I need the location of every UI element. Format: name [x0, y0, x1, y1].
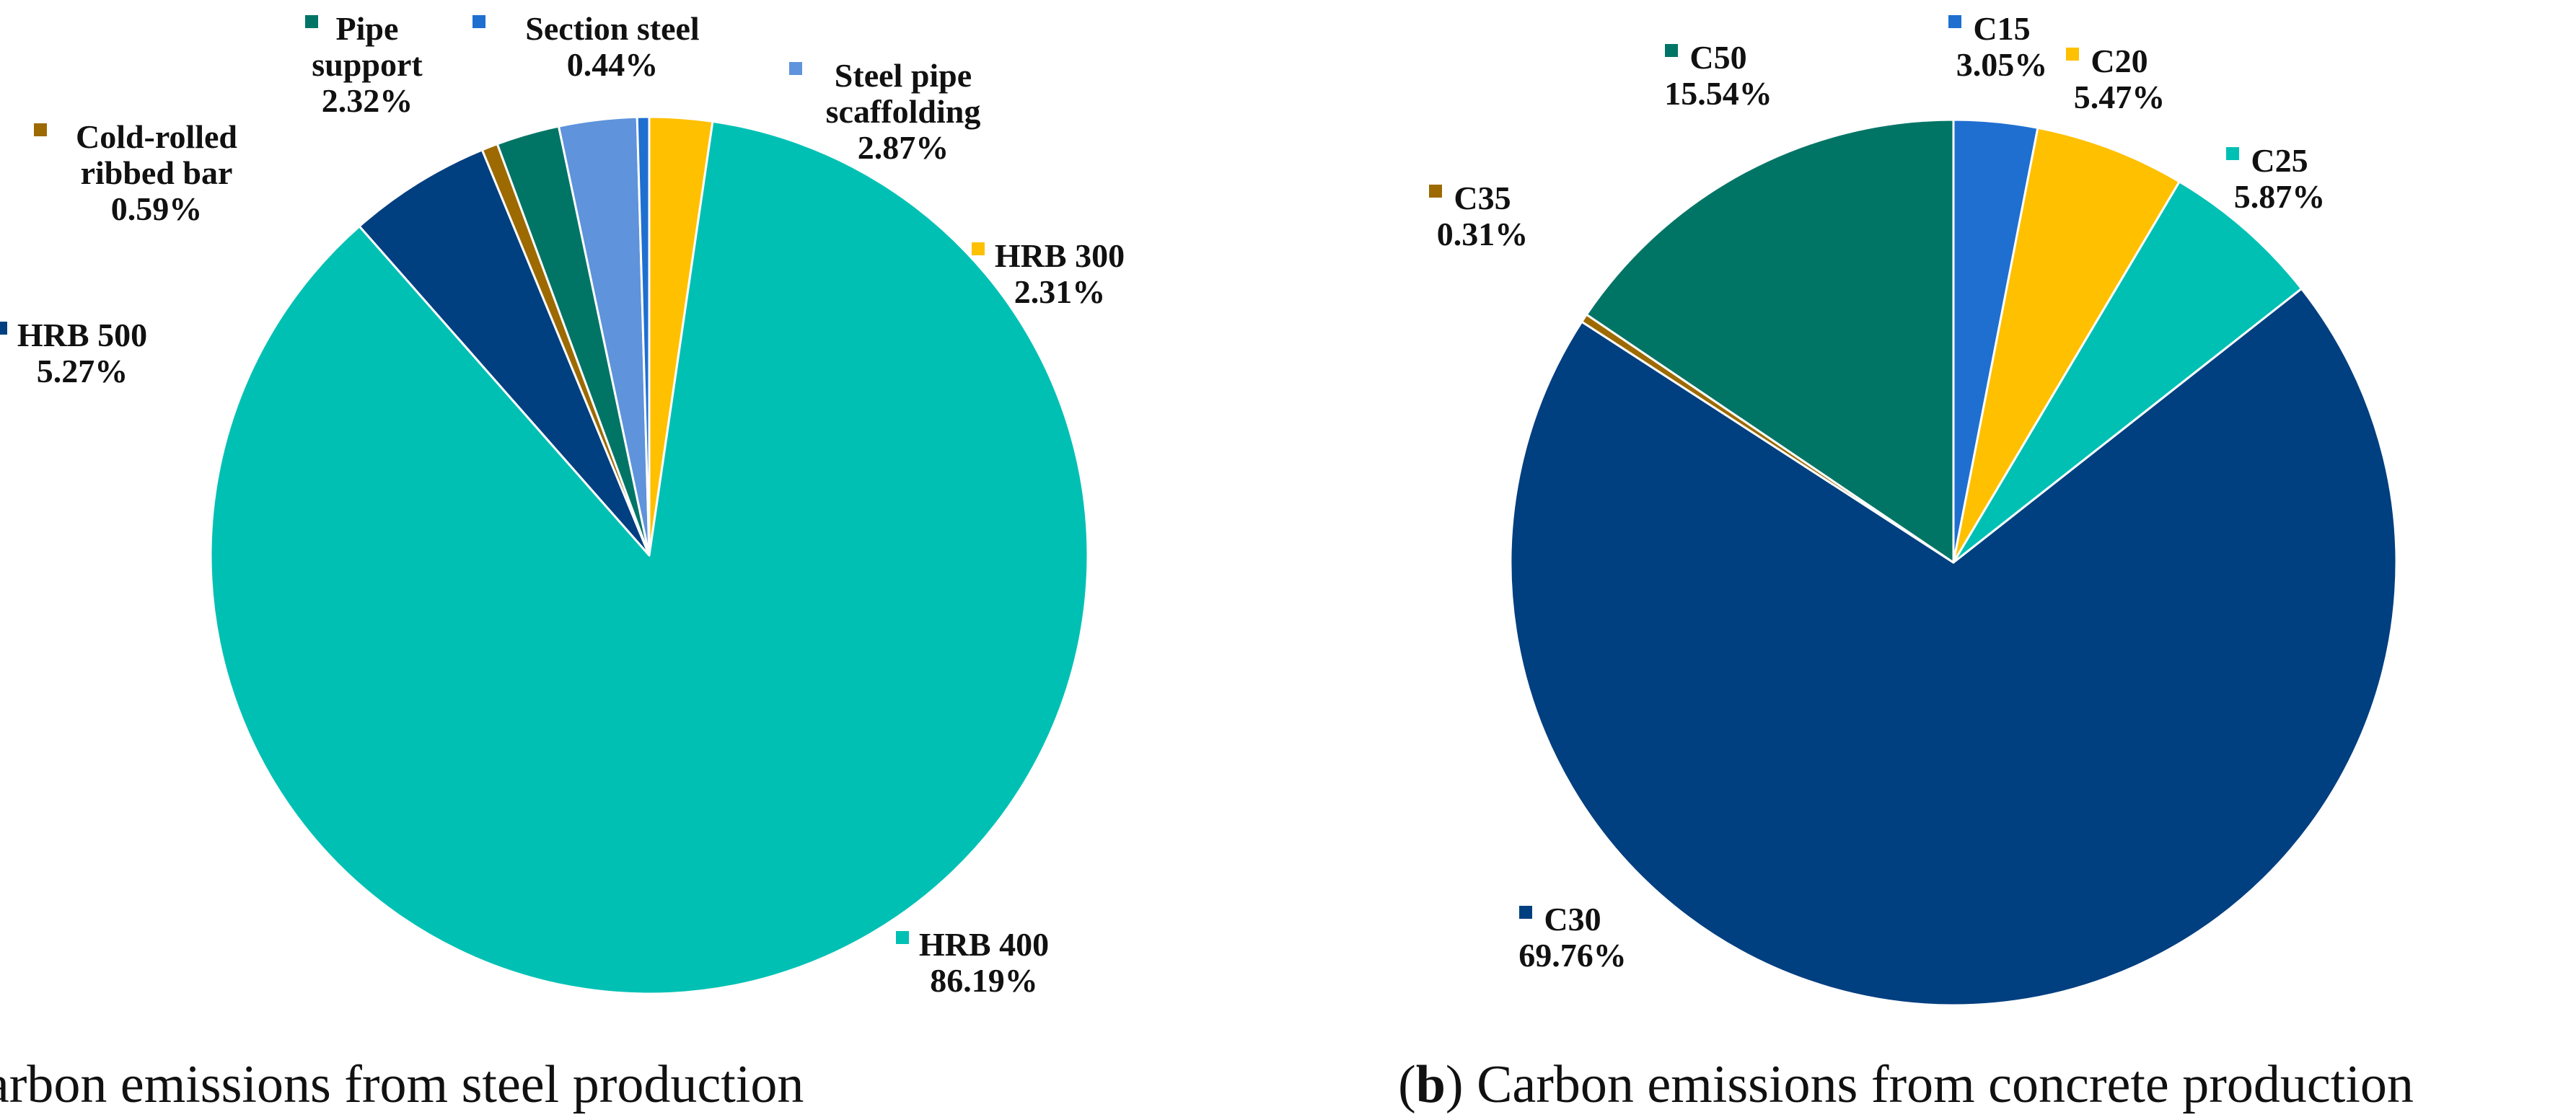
- concrete-slice-c25: [1952, 180, 2303, 564]
- steel-slice-hrb-400: [209, 120, 1089, 995]
- steel-label-text-hrb-400: HRB 400: [919, 926, 1049, 963]
- concrete-label-text-c25: C25: [2251, 142, 2308, 179]
- concrete-label-text-c30: C30: [1544, 901, 1601, 938]
- concrete-value-c30: 69.76%: [1518, 937, 1627, 974]
- concrete-value-c15: 3.05%: [1956, 46, 2048, 83]
- steel-value-pipe-support: 2.32%: [322, 82, 413, 119]
- steel-value-hrb-300: 2.31%: [1014, 273, 1106, 310]
- steel-legend-marker-steel-pipe-scaffolding: [789, 62, 802, 75]
- concrete-label-text-c15: C15: [1973, 10, 2030, 47]
- steel-label-text-hrb-300: HRB 300: [995, 237, 1125, 274]
- concrete-label-text-c20: C20: [2091, 43, 2148, 79]
- concrete-legend-marker-c25: [2226, 147, 2239, 160]
- concrete-caption-open: (: [1398, 1055, 1416, 1114]
- concrete-caption-close: ): [1446, 1055, 1464, 1114]
- steel-value-section-steel: 0.44%: [567, 46, 659, 83]
- steel-legend-marker-section-steel: [472, 15, 485, 28]
- concrete-value-c35: 0.31%: [1437, 216, 1529, 252]
- concrete-legend-marker-c20: [2066, 48, 2079, 61]
- steel-value-cold-rolled-ribbed-bar: 0.59%: [111, 190, 203, 227]
- steel-label-text-pipe-support: Pipe: [336, 10, 399, 47]
- steel-label-text-steel-pipe-scaffolding: scaffolding: [826, 93, 981, 130]
- steel-legend-marker-hrb-400: [896, 931, 909, 944]
- steel-value-hrb-400: 86.19%: [930, 962, 1038, 999]
- steel-value-hrb-500: 5.27%: [37, 353, 128, 389]
- concrete-value-c25: 5.87%: [2234, 178, 2326, 215]
- concrete-label-text-c35: C35: [1454, 180, 1511, 216]
- concrete-label-text-c50: C50: [1689, 39, 1746, 76]
- steel-label-text-hrb-500: HRB 500: [17, 317, 147, 353]
- steel-legend-marker-hrb-300: [972, 242, 985, 255]
- concrete-legend-marker-c30: [1519, 906, 1532, 919]
- concrete-chart-caption: (b) Carbon emissions from concrete produ…: [1398, 1055, 2414, 1114]
- steel-label-text-cold-rolled-ribbed-bar: Cold-rolled: [76, 118, 237, 155]
- steel-legend-marker-pipe-support: [305, 15, 318, 28]
- steel-label-text-pipe-support: support: [312, 46, 423, 83]
- steel-value-steel-pipe-scaffolding: 2.87%: [858, 129, 949, 166]
- concrete-caption-letter: b: [1416, 1055, 1446, 1114]
- steel-slice-hrb-500: [358, 149, 651, 557]
- steel-slice-section-steel: [636, 115, 651, 557]
- steel-label-text-steel-pipe-scaffolding: Steel pipe: [835, 57, 972, 94]
- steel-label-text-section-steel: Section steel: [525, 10, 699, 47]
- steel-caption-text: Carbon emissions from steel production: [0, 1055, 804, 1114]
- steel-legend-marker-cold-rolled-ribbed-bar: [34, 123, 47, 136]
- steel-legend-marker-hrb-500: [0, 322, 7, 335]
- concrete-slice-c50: [1585, 118, 1955, 564]
- concrete-slice-c20: [1952, 126, 2181, 564]
- steel-chart-caption: (a) Carbon emissions from steel producti…: [0, 1055, 804, 1114]
- concrete-value-c50: 15.54%: [1664, 75, 1772, 112]
- concrete-caption-text: Carbon emissions from concrete productio…: [1464, 1055, 2414, 1114]
- steel-label-text-cold-rolled-ribbed-bar: ribbed bar: [81, 154, 233, 191]
- concrete-slice-c30: [1509, 287, 2398, 1007]
- concrete-legend-marker-c50: [1665, 44, 1678, 57]
- concrete-value-c20: 5.47%: [2074, 79, 2166, 115]
- concrete-legend-marker-c15: [1948, 15, 1961, 28]
- concrete-legend-marker-c35: [1429, 185, 1442, 198]
